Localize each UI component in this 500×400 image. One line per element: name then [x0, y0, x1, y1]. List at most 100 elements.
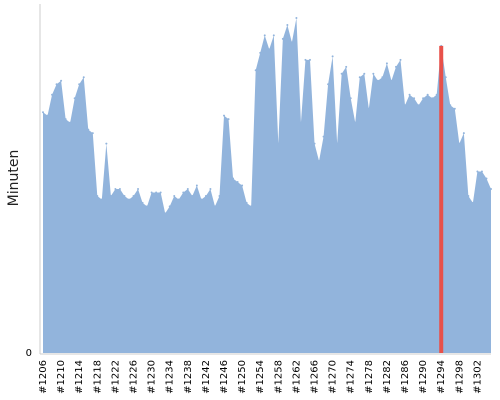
- x-tick-label: #1254: [255, 360, 266, 394]
- data-point: [245, 201, 248, 204]
- data-point: [146, 205, 149, 208]
- data-point: [55, 83, 58, 86]
- data-point: [100, 198, 103, 201]
- data-point: [390, 79, 393, 82]
- data-point: [467, 194, 470, 197]
- data-point: [73, 97, 76, 100]
- data-point: [141, 201, 144, 204]
- data-point: [64, 118, 67, 121]
- data-point: [87, 128, 90, 131]
- data-point: [453, 107, 456, 110]
- data-point: [232, 177, 235, 180]
- data-point: [290, 41, 293, 44]
- data-point: [51, 93, 54, 96]
- data-point: [204, 194, 207, 197]
- data-point: [449, 104, 452, 107]
- data-point: [336, 142, 339, 145]
- data-point: [281, 37, 284, 40]
- data-point: [155, 191, 158, 194]
- data-point: [78, 83, 81, 86]
- x-tick-label: #1238: [183, 360, 194, 394]
- data-point: [327, 83, 330, 86]
- data-point: [109, 194, 112, 197]
- data-point: [354, 121, 357, 124]
- highlight-bar: [439, 45, 444, 353]
- x-tick-label: #1234: [165, 360, 176, 394]
- x-tick-label: #1218: [92, 360, 103, 394]
- data-point: [118, 187, 121, 190]
- x-tick-label: #1274: [346, 360, 357, 394]
- data-point: [114, 187, 117, 190]
- data-point: [358, 76, 361, 79]
- data-point: [426, 93, 429, 96]
- data-point: [422, 97, 425, 100]
- data-point: [263, 34, 266, 37]
- x-tick-label: #1270: [328, 360, 339, 394]
- data-point: [304, 58, 307, 61]
- data-point: [295, 16, 298, 19]
- x-tick-label: #1206: [38, 360, 49, 394]
- data-point: [458, 142, 461, 145]
- y-tick-label: 0: [26, 348, 32, 359]
- data-point: [471, 201, 474, 204]
- data-point: [399, 58, 402, 61]
- data-point: [209, 187, 212, 190]
- data-point: [394, 65, 397, 68]
- data-point: [476, 170, 479, 173]
- x-tick-label: #1222: [110, 360, 121, 394]
- data-point: [331, 55, 334, 58]
- data-point: [381, 76, 384, 79]
- x-tick-label: #1302: [472, 360, 483, 394]
- data-point: [200, 198, 203, 201]
- x-tick-label: #1294: [436, 360, 447, 394]
- data-point: [223, 114, 226, 117]
- x-tick-label: #1278: [364, 360, 375, 394]
- data-point: [46, 114, 49, 117]
- data-point: [490, 187, 492, 190]
- x-tick-label: #1210: [56, 360, 67, 394]
- data-point: [60, 79, 63, 82]
- data-point: [318, 160, 321, 163]
- data-point: [417, 104, 420, 107]
- data-point: [299, 121, 302, 124]
- data-point: [363, 72, 366, 75]
- data-point: [340, 72, 343, 75]
- data-point: [259, 51, 262, 54]
- data-point: [272, 34, 275, 37]
- data-point: [268, 48, 271, 51]
- data-point: [123, 194, 126, 197]
- data-point: [191, 194, 194, 197]
- x-tick-label: #1230: [147, 360, 158, 394]
- data-point: [186, 187, 189, 190]
- data-point: [91, 132, 94, 135]
- data-point: [286, 23, 289, 26]
- data-point: [173, 194, 176, 197]
- x-tick-label: #1290: [418, 360, 429, 394]
- x-tick-label: #1262: [291, 360, 302, 394]
- data-point: [168, 205, 171, 208]
- x-tick-label: #1266: [310, 360, 321, 394]
- data-point: [241, 184, 244, 187]
- data-point: [96, 194, 99, 197]
- data-point: [127, 198, 130, 201]
- data-point: [182, 191, 185, 194]
- x-tick-label: #1282: [382, 360, 393, 394]
- x-tick-label: #1214: [74, 360, 85, 394]
- y-tick-labels: 0: [26, 348, 32, 359]
- data-point: [372, 72, 375, 75]
- data-point: [42, 111, 44, 114]
- data-point: [462, 132, 465, 135]
- data-point: [367, 107, 370, 110]
- x-tick-label: #1298: [454, 360, 465, 394]
- data-point: [322, 135, 325, 138]
- y-axis-label: Minuten: [6, 150, 22, 207]
- data-point: [250, 205, 253, 208]
- data-point: [69, 121, 72, 124]
- data-point: [485, 177, 488, 180]
- data-point: [213, 205, 216, 208]
- data-point: [313, 142, 316, 145]
- x-tick-label: #1286: [400, 360, 411, 394]
- data-point: [195, 184, 198, 187]
- data-point: [345, 65, 348, 68]
- data-point: [105, 142, 108, 145]
